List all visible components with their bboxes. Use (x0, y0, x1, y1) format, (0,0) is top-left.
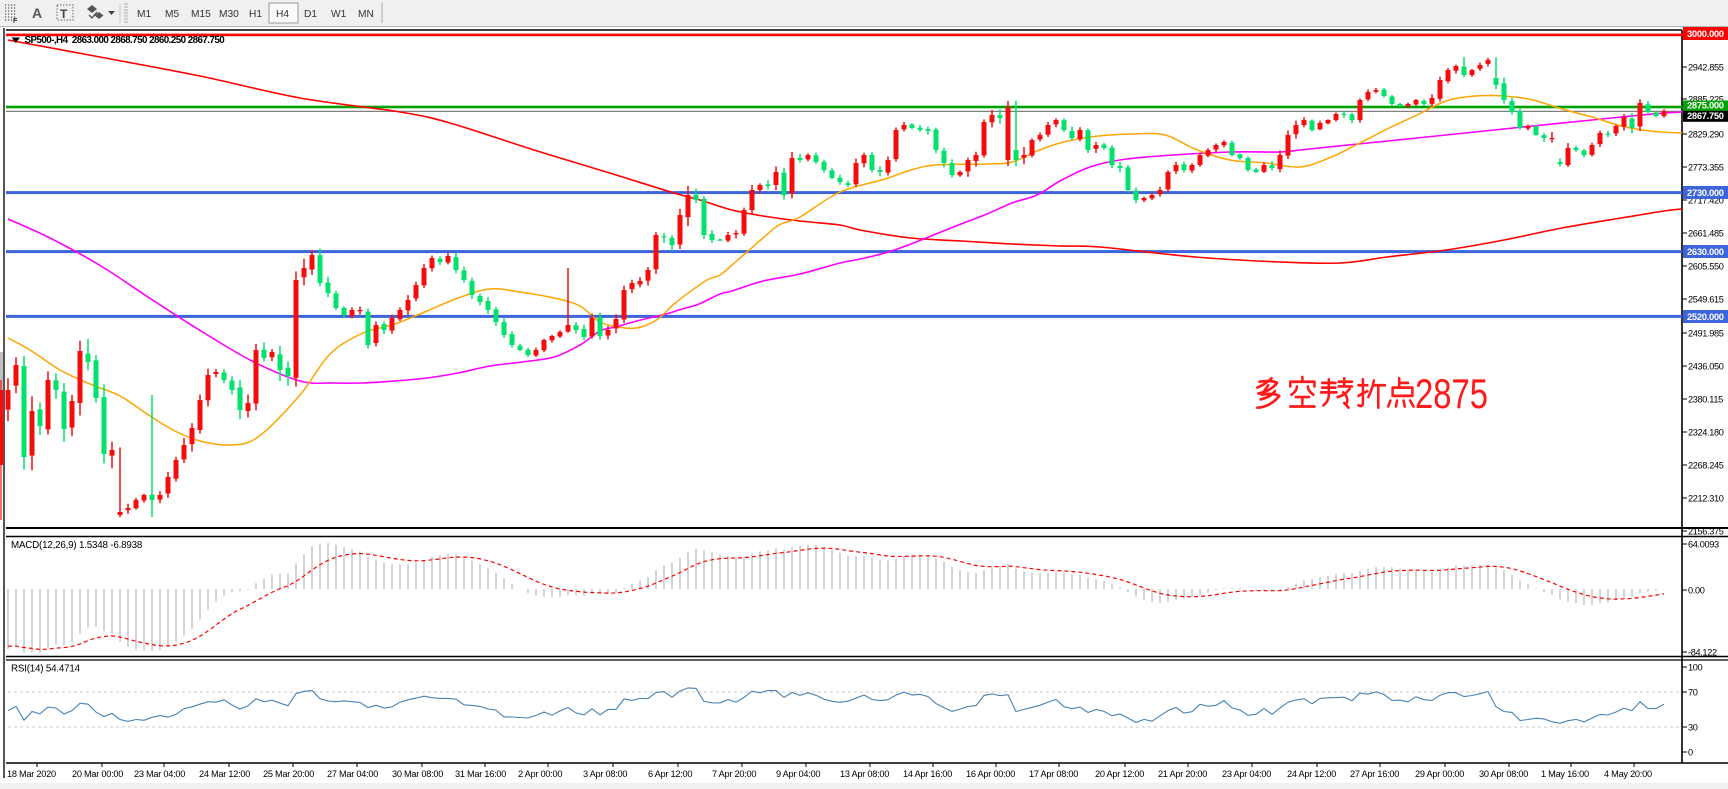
svg-text:A: A (32, 5, 42, 21)
svg-text:27 Mar 04:00: 27 Mar 04:00 (327, 769, 378, 779)
svg-text:2380.115: 2380.115 (1688, 395, 1723, 405)
svg-text:27 Apr 16:00: 27 Apr 16:00 (1350, 769, 1399, 779)
svg-text:2520.000: 2520.000 (1687, 311, 1724, 322)
svg-text:29 Apr 00:00: 29 Apr 00:00 (1415, 769, 1464, 779)
svg-text:W1: W1 (331, 9, 347, 20)
svg-text:D1: D1 (304, 9, 317, 20)
svg-text:24 Mar 12:00: 24 Mar 12:00 (199, 769, 250, 779)
svg-text:30: 30 (1688, 723, 1698, 733)
svg-text:M5: M5 (165, 9, 179, 20)
svg-text:21 Apr 20:00: 21 Apr 20:00 (1158, 769, 1207, 779)
svg-text:25 Mar 20:00: 25 Mar 20:00 (263, 769, 314, 779)
svg-text:13 Apr 08:00: 13 Apr 08:00 (840, 769, 889, 779)
svg-text:2661.485: 2661.485 (1688, 229, 1724, 239)
svg-text:2436.050: 2436.050 (1688, 362, 1724, 372)
svg-text:3 Apr 08:00: 3 Apr 08:00 (583, 769, 627, 779)
svg-text:-84.122: -84.122 (1688, 648, 1717, 658)
svg-text:3000.000: 3000.000 (1687, 28, 1724, 39)
svg-text:M15: M15 (191, 9, 211, 20)
svg-text:H1: H1 (249, 9, 262, 20)
svg-text:2942.855: 2942.855 (1688, 63, 1724, 73)
svg-text:T: T (60, 7, 68, 21)
svg-text:0.00: 0.00 (1688, 586, 1705, 596)
svg-text:2605.550: 2605.550 (1688, 262, 1724, 272)
svg-text:2885.225: 2885.225 (1688, 95, 1724, 105)
svg-text:4 May 20:00: 4 May 20:00 (1604, 769, 1652, 779)
svg-text:MN: MN (358, 9, 374, 20)
svg-text:23 Mar 04:00: 23 Mar 04:00 (134, 769, 185, 779)
svg-text:RSI(14) 54.4714: RSI(14) 54.4714 (11, 664, 81, 675)
svg-text:70: 70 (1688, 688, 1698, 698)
svg-text:2867.750: 2867.750 (1687, 110, 1724, 121)
svg-text:2491.985: 2491.985 (1688, 329, 1724, 339)
svg-text:7 Apr 20:00: 7 Apr 20:00 (712, 769, 756, 779)
svg-text:0: 0 (1688, 748, 1693, 758)
svg-text:16 Apr 00:00: 16 Apr 00:00 (966, 769, 1015, 779)
svg-text:2875: 2875 (1415, 370, 1488, 417)
svg-text:2630.000: 2630.000 (1687, 246, 1724, 257)
svg-text:2 Apr 00:00: 2 Apr 00:00 (518, 769, 562, 779)
svg-text:20 Mar 00:00: 20 Mar 00:00 (72, 769, 123, 779)
svg-text:30 Apr 08:00: 30 Apr 08:00 (1479, 769, 1528, 779)
svg-text:9 Apr 04:00: 9 Apr 04:00 (776, 769, 820, 779)
svg-text:2730.000: 2730.000 (1687, 187, 1724, 198)
svg-text:2549.615: 2549.615 (1688, 295, 1724, 305)
svg-text:14 Apr 16:00: 14 Apr 16:00 (903, 769, 952, 779)
svg-text:30 Mar 08:00: 30 Mar 08:00 (392, 769, 443, 779)
svg-text:2324.180: 2324.180 (1688, 428, 1724, 438)
svg-text:F: F (13, 18, 18, 25)
svg-text:2773.355: 2773.355 (1688, 163, 1724, 173)
svg-text:M30: M30 (219, 9, 239, 20)
svg-text:17 Apr 08:00: 17 Apr 08:00 (1029, 769, 1078, 779)
svg-text:64.0093: 64.0093 (1688, 540, 1719, 550)
svg-text:2212.310: 2212.310 (1688, 494, 1724, 504)
svg-text:2875.000: 2875.000 (1687, 100, 1724, 111)
svg-text:H4: H4 (276, 9, 289, 20)
svg-text:18 Mar 2020: 18 Mar 2020 (7, 769, 56, 779)
svg-text:SP500-,H4 2863.000 2868.750 2: SP500-,H4 2863.000 2868.750 2860.250 286… (25, 35, 226, 46)
svg-text:31 Mar 16:00: 31 Mar 16:00 (455, 769, 506, 779)
svg-text:1 May 16:00: 1 May 16:00 (1541, 769, 1589, 779)
svg-text:2156.375: 2156.375 (1688, 527, 1724, 537)
svg-text:6 Apr 12:00: 6 Apr 12:00 (648, 769, 692, 779)
svg-text:100: 100 (1688, 663, 1703, 673)
svg-text:MACD(12,26,9) 1.5348 -6.8938: MACD(12,26,9) 1.5348 -6.8938 (11, 540, 143, 551)
svg-text:23 Apr 04:00: 23 Apr 04:00 (1222, 769, 1271, 779)
svg-text:2717.420: 2717.420 (1688, 196, 1724, 206)
svg-text:2268.245: 2268.245 (1688, 461, 1724, 471)
svg-text:20 Apr 12:00: 20 Apr 12:00 (1095, 769, 1144, 779)
svg-text:M1: M1 (137, 9, 151, 20)
svg-text:24 Apr 12:00: 24 Apr 12:00 (1287, 769, 1336, 779)
svg-text:2829.290: 2829.290 (1688, 130, 1724, 140)
